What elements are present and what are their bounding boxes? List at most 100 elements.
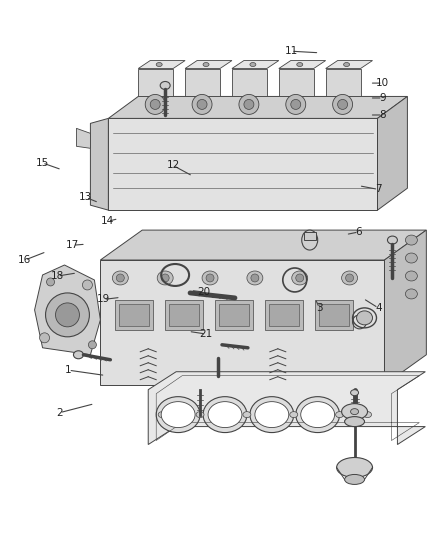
Ellipse shape [343, 62, 350, 67]
Bar [219, 304, 249, 326]
Text: 18: 18 [51, 271, 64, 281]
Ellipse shape [332, 94, 353, 115]
Text: 9: 9 [379, 93, 386, 103]
Ellipse shape [39, 333, 49, 343]
Ellipse shape [357, 311, 372, 325]
Ellipse shape [74, 351, 83, 359]
Text: 4: 4 [375, 303, 381, 313]
Text: 19: 19 [97, 294, 110, 304]
Ellipse shape [243, 411, 251, 417]
Ellipse shape [296, 397, 339, 433]
Ellipse shape [345, 474, 364, 484]
Polygon shape [100, 260, 385, 385]
Ellipse shape [208, 402, 242, 427]
Ellipse shape [203, 62, 209, 67]
Ellipse shape [88, 341, 96, 349]
Polygon shape [77, 128, 90, 148]
Ellipse shape [342, 403, 367, 419]
Text: 17: 17 [66, 240, 79, 250]
Ellipse shape [192, 94, 212, 115]
Bar [265, 300, 303, 330]
Text: 16: 16 [18, 255, 32, 265]
Ellipse shape [345, 417, 364, 426]
Ellipse shape [302, 230, 318, 250]
Ellipse shape [247, 271, 263, 285]
Ellipse shape [291, 100, 301, 109]
Ellipse shape [196, 411, 204, 417]
Text: 14: 14 [101, 216, 114, 227]
Ellipse shape [160, 82, 170, 90]
Polygon shape [90, 118, 108, 210]
Ellipse shape [145, 94, 165, 115]
Ellipse shape [255, 402, 289, 427]
Ellipse shape [158, 411, 166, 417]
Ellipse shape [364, 411, 371, 417]
Polygon shape [185, 69, 220, 96]
Ellipse shape [292, 271, 308, 285]
Bar [169, 304, 199, 326]
Polygon shape [385, 230, 426, 385]
Bar [269, 304, 299, 326]
Polygon shape [138, 69, 173, 96]
Ellipse shape [350, 390, 359, 395]
Polygon shape [108, 118, 378, 210]
Ellipse shape [156, 397, 200, 433]
Ellipse shape [336, 411, 343, 417]
Ellipse shape [117, 274, 124, 282]
Bar [304, 232, 316, 240]
Bar [319, 304, 349, 326]
Ellipse shape [202, 271, 218, 285]
Ellipse shape [290, 411, 298, 417]
Ellipse shape [206, 274, 214, 282]
Ellipse shape [406, 253, 417, 263]
Text: 12: 12 [166, 160, 180, 171]
Ellipse shape [388, 236, 397, 244]
Bar [314, 300, 353, 330]
Ellipse shape [239, 94, 259, 115]
Polygon shape [148, 372, 425, 445]
Text: 11: 11 [284, 46, 298, 56]
Text: 2: 2 [57, 408, 63, 418]
Ellipse shape [46, 293, 89, 337]
Ellipse shape [161, 402, 195, 427]
Bar [115, 300, 153, 330]
Text: 15: 15 [35, 158, 49, 168]
Ellipse shape [150, 100, 160, 109]
Ellipse shape [112, 271, 128, 285]
Ellipse shape [286, 94, 306, 115]
Ellipse shape [406, 271, 417, 281]
Ellipse shape [301, 402, 335, 427]
Polygon shape [35, 265, 100, 355]
Ellipse shape [197, 100, 207, 109]
Ellipse shape [46, 278, 54, 286]
Polygon shape [138, 61, 185, 69]
Polygon shape [279, 61, 326, 69]
Ellipse shape [406, 235, 417, 245]
Bar [119, 304, 149, 326]
Polygon shape [279, 69, 314, 96]
Polygon shape [108, 96, 407, 118]
Text: 8: 8 [379, 110, 386, 120]
Polygon shape [232, 69, 267, 96]
Ellipse shape [251, 274, 259, 282]
Ellipse shape [346, 274, 353, 282]
Text: 6: 6 [355, 227, 362, 237]
Text: 3: 3 [316, 303, 323, 313]
Ellipse shape [297, 62, 303, 67]
Ellipse shape [157, 271, 173, 285]
Text: 1: 1 [65, 365, 72, 375]
Text: 10: 10 [376, 78, 389, 88]
Ellipse shape [338, 100, 348, 109]
Ellipse shape [350, 409, 359, 415]
Polygon shape [185, 61, 232, 69]
Ellipse shape [56, 303, 79, 327]
Ellipse shape [250, 397, 294, 433]
Bar [215, 300, 253, 330]
Bar [165, 300, 203, 330]
Text: 13: 13 [79, 192, 92, 203]
Ellipse shape [296, 274, 304, 282]
Polygon shape [378, 96, 407, 210]
Text: 7: 7 [375, 184, 381, 195]
Polygon shape [326, 61, 372, 69]
Text: 20: 20 [197, 287, 210, 297]
